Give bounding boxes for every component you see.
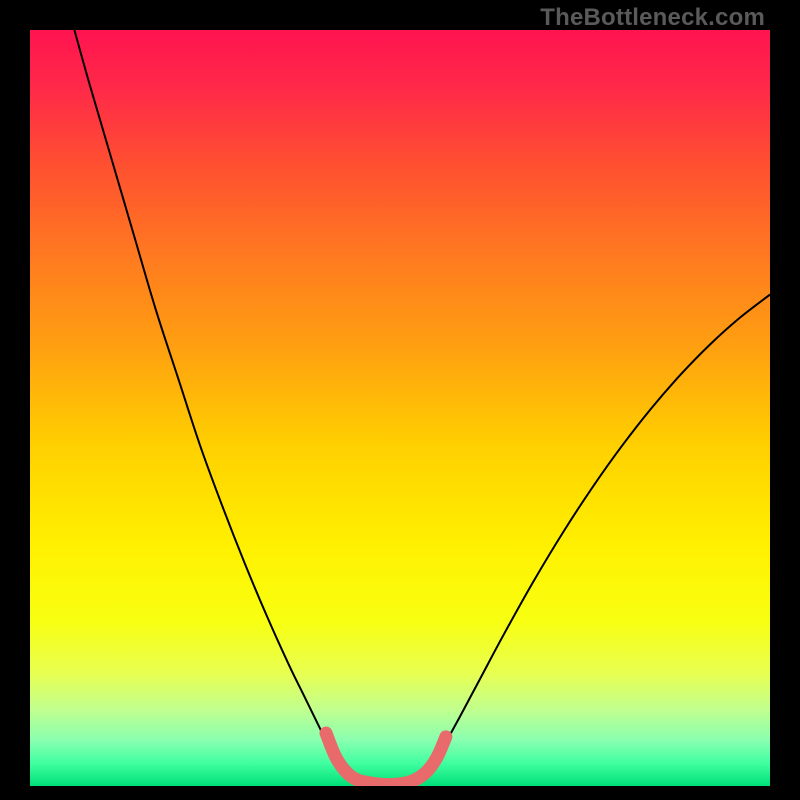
frame-border-left <box>0 0 30 800</box>
watermark-text: TheBottleneck.com <box>540 4 765 32</box>
chart-svg-layer <box>30 30 770 786</box>
frame-border-bottom <box>0 786 800 800</box>
valley-highlight-marker <box>326 733 446 784</box>
chart-plot-area <box>30 30 770 786</box>
frame-border-right <box>770 0 800 800</box>
bottleneck-curve-line <box>74 30 770 786</box>
